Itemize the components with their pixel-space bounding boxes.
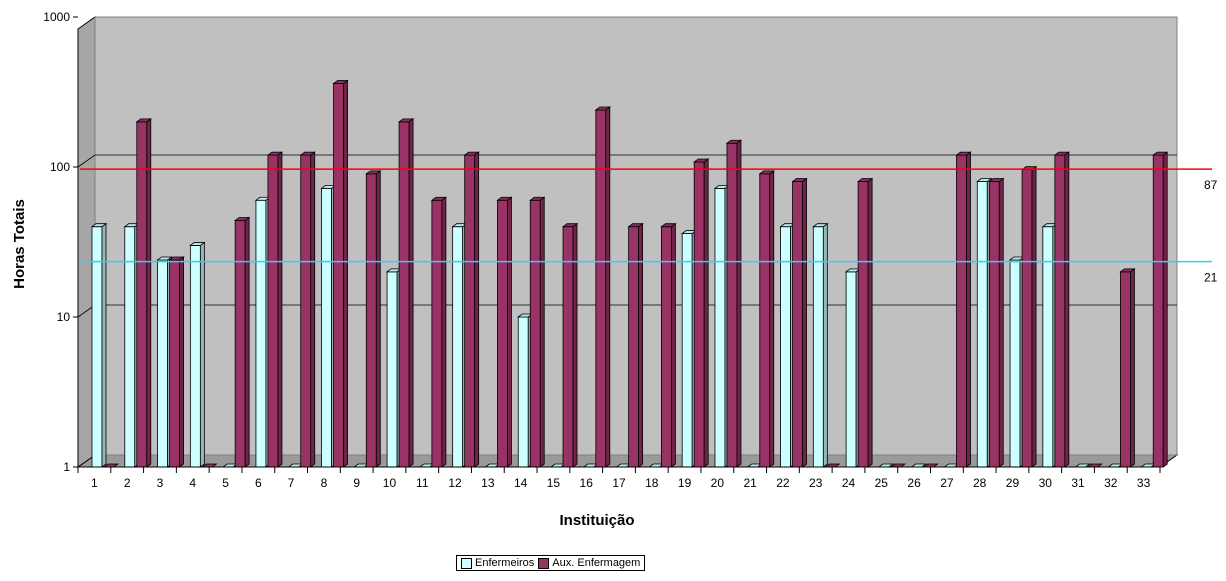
bar-aux-enfermagem — [529, 196, 546, 468]
x-tick-label: 27 — [940, 476, 954, 490]
bar-aux-enfermagem — [266, 151, 284, 468]
bar-aux-enfermagem — [725, 139, 743, 468]
bar-aux-enfermagem — [496, 196, 513, 468]
bar-aux-enfermagem — [332, 79, 349, 468]
bar-aux-enfermagem — [856, 177, 874, 468]
x-tick-label: 17 — [612, 476, 626, 490]
x-tick-label: 19 — [678, 476, 692, 490]
bar-aux-enfermagem — [660, 222, 677, 468]
bar-aux-enfermagem — [1020, 165, 1038, 468]
x-tick-label: 8 — [321, 476, 328, 490]
x-tick-label: 11 — [416, 476, 429, 490]
x-tick-label: 22 — [776, 476, 790, 490]
reference-label-21: 21 — [1204, 271, 1218, 285]
x-tick-label: 14 — [514, 476, 528, 490]
legend-swatch-aux-enfermagem — [538, 557, 550, 569]
bar-aux-enfermagem — [758, 170, 775, 468]
bar-aux-enfermagem — [168, 256, 185, 468]
x-tick-label: 9 — [353, 476, 360, 490]
bar-aux-enfermagem — [397, 118, 415, 468]
x-tick-label: 1 — [91, 476, 98, 490]
bar-aux-enfermagem — [299, 151, 316, 468]
bar-enfermeiros — [812, 222, 829, 468]
x-tick-label: 10 — [383, 476, 397, 490]
x-tick-label: 3 — [157, 476, 164, 490]
x-tick-label: 21 — [743, 476, 757, 490]
bar-enfermeiros — [90, 222, 108, 468]
bar-aux-enfermagem — [463, 151, 480, 468]
reference-label-87: 87 — [1204, 178, 1218, 192]
bar-aux-enfermagem — [692, 158, 710, 468]
x-tick-label: 32 — [1104, 476, 1118, 490]
x-tick-label: 6 — [255, 476, 262, 490]
x-tick-label: 13 — [481, 476, 495, 490]
x-tick-label: 24 — [842, 476, 856, 490]
reference-lines: 87 21 — [80, 168, 1218, 285]
bar-aux-enfermagem — [233, 216, 251, 468]
bar-aux-enfermagem — [1053, 151, 1071, 468]
x-tick-label: 12 — [448, 476, 462, 490]
x-tick-label: 16 — [580, 476, 594, 490]
bars — [90, 79, 1169, 468]
x-tick-label: 30 — [1039, 476, 1053, 490]
x-tick-label: 25 — [875, 476, 889, 490]
x-tick-label: 31 — [1071, 476, 1085, 490]
x-tick-label: 4 — [189, 476, 196, 490]
x-axis-title: Instituição — [559, 512, 634, 529]
bar-enfermeiros — [189, 241, 206, 468]
x-tick-label: 15 — [547, 476, 561, 490]
y-tick-label: 1 — [63, 460, 70, 474]
x-tick-label: 18 — [645, 476, 659, 490]
y-tick-label: 1000 — [43, 10, 70, 24]
bar-aux-enfermagem — [627, 222, 644, 468]
legend-label-aux-enfermagem: Aux. Enfermagem — [552, 557, 641, 569]
x-tick-label: 33 — [1137, 476, 1151, 490]
legend-label-enfermeiros: Enfermeiros — [475, 557, 535, 569]
bar-aux-enfermagem — [791, 177, 808, 468]
legend: Enfermeiros Aux. Enfermagem — [456, 555, 646, 571]
y-axis-title: Horas Totais — [11, 199, 28, 289]
bar-aux-enfermagem — [955, 151, 972, 468]
bar-aux-enfermagem — [1119, 268, 1136, 468]
gridline — [77, 154, 1177, 168]
y-tick-label: 100 — [50, 160, 70, 174]
bar-aux-enfermagem — [988, 177, 1005, 468]
bar-aux-enfermagem — [135, 118, 152, 468]
x-tick-label: 7 — [288, 476, 295, 490]
bar-aux-enfermagem — [430, 196, 448, 468]
y-tick-label: 10 — [57, 310, 71, 324]
x-tick-label: 20 — [711, 476, 725, 490]
axes — [73, 16, 1161, 473]
legend-item-aux-enfermagem: Aux. Enfermagem — [538, 557, 640, 569]
x-tick-label: 5 — [222, 476, 229, 490]
x-tick-label: 2 — [124, 476, 131, 490]
legend-item-enfermeiros: Enfermeiros — [461, 557, 534, 569]
x-tick-label: 23 — [809, 476, 823, 490]
legend-swatch-enfermeiros — [461, 557, 472, 569]
x-tick-label: 29 — [1006, 476, 1020, 490]
bar-aux-enfermagem — [365, 170, 382, 468]
x-tick-label: 28 — [973, 476, 987, 490]
x-tick-label: 26 — [907, 476, 921, 490]
bar-aux-enfermagem — [1152, 151, 1169, 468]
bar-aux-enfermagem — [561, 222, 579, 468]
bar-aux-enfermagem — [594, 106, 612, 468]
